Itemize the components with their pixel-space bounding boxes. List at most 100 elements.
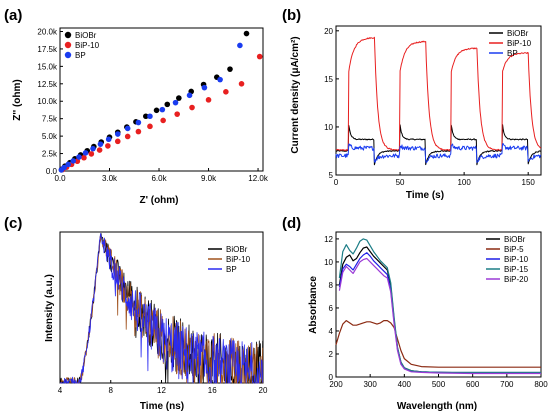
panel-c-series-BP [59, 233, 264, 384]
panel-a-point-BiP-10 [223, 89, 229, 95]
panel-a-xtick-label: 9.0k [201, 174, 217, 183]
panel-c-legend-label: BiOBr [226, 245, 248, 254]
panel-a-point-BiP-10 [256, 53, 263, 60]
panel-a-point-BP [70, 158, 77, 164]
panel-d-xtick-label: 400 [398, 380, 412, 389]
panel-b-ytick-label: 20 [324, 27, 333, 36]
panel-d-xlabel: Wavelength (nm) [397, 401, 477, 412]
panel-a-xtick-label: 0.0 [54, 174, 66, 183]
panel-b-ylabel: Current density (μA/cm²) [290, 36, 301, 153]
panel-a-point-BiP-10 [124, 133, 131, 140]
panel-d-legend-label: BiOBr [504, 235, 526, 244]
panel-d-xtick-label: 500 [432, 380, 446, 389]
panel-a-point-BP [159, 106, 166, 113]
panel-d-xtick-label: 300 [363, 380, 377, 389]
panel-a-point-BP [114, 131, 121, 137]
panel-a-point-BP [201, 84, 208, 91]
panel-b-series-BiOBr [335, 124, 542, 166]
panel-d-ytick-label: 6 [329, 304, 334, 313]
panel-a-point-BiOBr [164, 101, 171, 108]
panel-a-point-BiP-10 [81, 154, 87, 161]
panel-a-ytick-label: 15.0k [37, 62, 58, 71]
panel-c-ylabel: Intensity (a.u.) [44, 274, 55, 342]
panel-b-legend-label: BiOBr [507, 29, 529, 38]
panel-a-point-BiOBr [243, 30, 250, 37]
panel-label-b: (b) [282, 7, 301, 24]
panel-a-legend-marker [64, 51, 72, 59]
panel-a-point-BP [217, 76, 223, 83]
panel-a-legend-label: BiP-10 [75, 41, 100, 50]
panel-a-point-BiP-10 [135, 128, 142, 135]
panel-b-xtick-label: 100 [457, 178, 471, 187]
panel-a-ytick-label: 7.5k [42, 115, 58, 124]
panel-c-xtick-label: 8 [109, 386, 114, 395]
panel-a-point-BP [186, 92, 193, 99]
panel-a-point-BP [172, 99, 179, 106]
panel-a-ytick-label: 0.0 [46, 167, 58, 176]
panel-d-ytick-label: 8 [329, 281, 334, 290]
panel-a-point-BiP-10 [238, 81, 245, 87]
panel-d-series-BiP-15 [338, 238, 541, 373]
panel-a-frame [59, 27, 264, 172]
panel-a-point-BP [61, 164, 67, 171]
panel-b-xlabel: Time (s) [406, 190, 444, 201]
panel-a-point-BiOBr [143, 113, 149, 120]
panel-d-legend-label: BiP-5 [504, 245, 524, 254]
panel-a-point-BiP-10 [189, 104, 195, 111]
panel-d-ytick-label: 12 [324, 235, 333, 244]
panel-d-series-BiP-5 [335, 320, 541, 368]
panel-d-legend-label: BiP-20 [504, 275, 529, 284]
panel-a-point-BP [65, 161, 72, 168]
panel-c-xtick-label: 20 [259, 386, 268, 395]
panel-c-xtick-label: 12 [157, 386, 166, 395]
panel-a-point-BiP-10 [205, 97, 212, 103]
panel-b-series-BP [335, 143, 542, 164]
panel-d-legend-label: BiP-15 [504, 265, 529, 274]
panel-a-ytick-label: 12.5k [37, 80, 58, 89]
panel-c-legend-label: BiP-10 [226, 255, 251, 264]
panel-a-legend-marker [64, 41, 72, 49]
panel-label-d: (d) [282, 215, 301, 232]
panel-b-legend-label: BiP-10 [507, 39, 532, 48]
panel-a-legend-label: BP [75, 51, 86, 60]
panel-a-point-BiOBr [227, 66, 233, 72]
panel-a-ytick-label: 17.5k [37, 45, 58, 54]
panel-d-ytick-label: 4 [329, 327, 334, 336]
panel-a-point-BP [82, 150, 89, 156]
panel-d-xtick-label: 800 [534, 380, 548, 389]
panel-d-xtick-label: 700 [500, 380, 514, 389]
panel-a-point-BP [124, 125, 131, 132]
panel-b-ytick-label: 15 [324, 75, 333, 84]
panel-a-xtick-label: 12.0k [248, 174, 269, 183]
panel-a-point-BiP-10 [160, 117, 166, 124]
panel-a-point-BiOBr [153, 107, 160, 114]
panel-b-series-BiP-10 [335, 36, 542, 151]
panel-a-legend-marker [64, 31, 72, 39]
panel-a-legend-label: BiOBr [75, 31, 97, 40]
panel-b-xtick-label: 0 [334, 178, 339, 187]
panel-a-point-BiP-10 [174, 111, 180, 117]
panel-a-point-BP [237, 42, 243, 49]
panel-d-ytick-label: 2 [329, 350, 334, 359]
panel-a-xtick-label: 6.0k [151, 174, 167, 183]
panel-a-point-BiP-10 [105, 143, 111, 149]
panel-d-xtick-label: 600 [466, 380, 480, 389]
panel-a-point-BP [97, 141, 104, 147]
panel-d-xtick-label: 200 [329, 380, 343, 389]
panel-a-ytick-label: 5.0k [42, 132, 58, 141]
panel-label-c: (c) [4, 215, 22, 232]
panel-a-point-BiP-10 [147, 123, 153, 130]
panel-b-xtick-label: 150 [522, 178, 536, 187]
panel-a-point-BiOBr [176, 95, 182, 101]
panel-a-point-BP [105, 136, 112, 143]
panel-a-xtick-label: 3.0k [102, 174, 118, 183]
panel-b-legend-label: BP [507, 49, 518, 58]
panel-d-ylabel: Absorbance [308, 276, 319, 334]
panel-a-xlabel: Z' (ohm) [139, 195, 178, 206]
panel-a-point-BiP-10 [114, 138, 121, 145]
panel-c-xlabel: Time (ns) [140, 401, 184, 412]
panel-d-ytick-label: 10 [324, 258, 333, 267]
panel-a-point-BP [135, 119, 142, 126]
panel-b-xtick-label: 50 [396, 178, 405, 187]
